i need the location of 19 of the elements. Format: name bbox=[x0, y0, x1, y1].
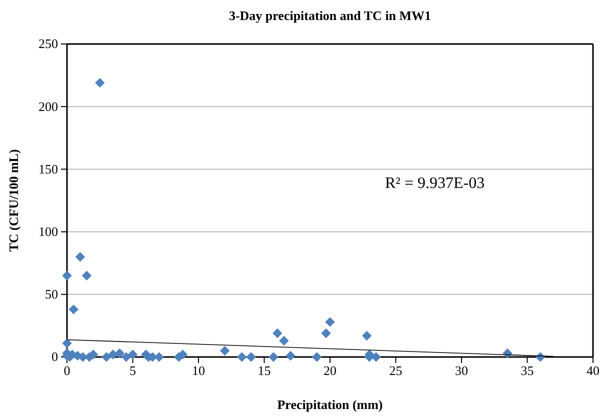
x-tick-label: 20 bbox=[324, 363, 336, 378]
x-tick-label: 30 bbox=[455, 363, 468, 378]
x-tick-label: 0 bbox=[64, 363, 70, 378]
chart-title: 3-Day precipitation and TC in MW1 bbox=[228, 8, 432, 23]
y-tick-label: 100 bbox=[38, 224, 58, 239]
x-axis-title: Precipitation (mm) bbox=[277, 397, 383, 412]
y-tick-label: 250 bbox=[38, 36, 58, 52]
y-tick-label: 150 bbox=[38, 161, 58, 176]
x-tick-label: 35 bbox=[520, 363, 534, 378]
x-tick-label: 40 bbox=[586, 363, 600, 378]
x-tick-label: 25 bbox=[389, 363, 402, 378]
x-tick-label: 5 bbox=[130, 363, 136, 378]
x-tick-label: 15 bbox=[258, 363, 271, 378]
y-tick-label: 0 bbox=[52, 349, 58, 364]
y-tick-label: 200 bbox=[38, 98, 58, 114]
x-tick-label: 10 bbox=[192, 363, 205, 378]
y-tick-label: 50 bbox=[45, 286, 58, 302]
y-axis-title: TC (CFU/100 mL) bbox=[6, 149, 21, 252]
annotation: R² = 9.937E-03 bbox=[385, 175, 485, 192]
